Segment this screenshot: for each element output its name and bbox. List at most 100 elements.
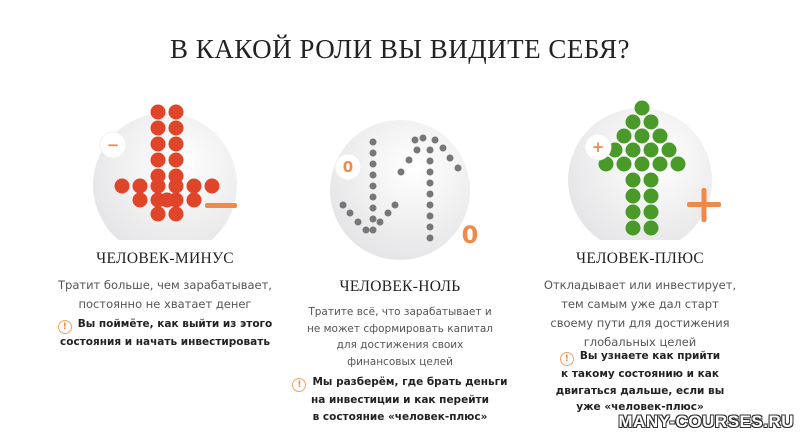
sign-badge	[334, 153, 362, 181]
dot	[625, 220, 641, 236]
note-line: двигаться дальше, если вы	[555, 384, 725, 397]
dot	[114, 178, 130, 194]
dot	[426, 157, 434, 165]
dot	[150, 206, 166, 222]
dot	[339, 201, 347, 209]
dot	[168, 104, 184, 120]
dot	[354, 218, 362, 226]
dot	[397, 168, 405, 176]
plus-sign-v	[701, 188, 707, 222]
desc-line: глобальных целей	[583, 335, 697, 349]
dot	[150, 178, 166, 194]
dot	[168, 120, 184, 136]
dot	[634, 100, 650, 116]
dot	[426, 201, 434, 209]
up-arrow-icon: +	[568, 100, 721, 240]
dot	[369, 215, 377, 223]
dot	[634, 156, 650, 172]
dot	[384, 209, 392, 217]
desc-line: Тратит больше, чем зарабатывает,	[58, 278, 272, 292]
desc-line: для достижения своих	[336, 339, 464, 351]
dot	[426, 168, 434, 176]
dot	[369, 182, 377, 190]
dot	[150, 136, 166, 152]
down-arrow-icon: −	[93, 104, 237, 240]
role-plus: + ЧЕЛОВЕК-ПЛЮС Откладывает или инвестиру…	[515, 90, 765, 420]
info-icon: !	[57, 320, 72, 334]
dot	[411, 136, 419, 144]
dot	[625, 188, 641, 204]
dot	[362, 226, 370, 234]
sign-badge	[99, 131, 127, 159]
dot	[186, 178, 202, 194]
dot	[369, 204, 377, 212]
dot	[159, 192, 175, 208]
role-name: ЧЕЛОВЕК-НОЛЬ	[339, 278, 461, 295]
note-line: Вы узнаете как прийти	[579, 350, 721, 362]
dot	[625, 142, 641, 158]
background-circle	[330, 120, 470, 260]
dot	[405, 156, 413, 164]
minus-sign	[205, 203, 237, 208]
desc-line: финансовых целей	[347, 355, 453, 368]
desc-line: не может сформировать капитал	[306, 322, 494, 335]
info-icon: !	[559, 352, 574, 366]
dot	[625, 172, 641, 188]
dot	[369, 160, 377, 168]
dot	[204, 178, 220, 194]
badge-text: +	[592, 138, 605, 156]
dot	[150, 152, 166, 168]
dot	[369, 138, 377, 146]
role-note: ! Вы поймёте, как выйти из этого состояни…	[40, 316, 290, 351]
dot	[661, 142, 677, 158]
dot	[419, 134, 427, 142]
role-name: ЧЕЛОВЕК-ПЛЮС	[576, 250, 704, 267]
note-line: Мы разберём, где брать деньги	[312, 376, 508, 388]
dot	[625, 114, 641, 130]
dot	[426, 179, 434, 187]
dot	[454, 164, 462, 172]
down-up-arrows-icon: 00	[330, 120, 479, 260]
desc-line: тем самым уже дал старт	[561, 297, 719, 311]
dot	[150, 120, 166, 136]
dot	[643, 204, 659, 220]
dot	[426, 223, 434, 231]
dot	[439, 144, 447, 152]
dot	[369, 193, 377, 201]
badge-text: 0	[343, 158, 353, 176]
dot	[643, 188, 659, 204]
dot	[376, 218, 384, 226]
desc-line: Тратите всё, что зарабатывает и	[308, 306, 492, 318]
note-line: состояния и начать инвестировать	[60, 336, 270, 348]
page-title: В КАКОЙ РОЛИ ВЫ ВИДИТЕ СЕБЯ?	[170, 34, 630, 64]
role-description: Откладывает или инвестирует, тем самым у…	[515, 276, 765, 352]
dot	[168, 206, 184, 222]
dot	[391, 201, 399, 209]
dot	[652, 156, 668, 172]
dot	[186, 192, 202, 208]
dot	[369, 226, 377, 234]
dot	[369, 149, 377, 157]
sign-text: 0	[462, 221, 479, 249]
dot	[426, 234, 434, 242]
dot	[132, 192, 148, 208]
dot	[168, 178, 184, 194]
role-name: ЧЕЛОВЕК-МИНУС	[96, 250, 234, 267]
note-line: в состояние «человек-плюс»	[312, 410, 488, 423]
badge-text: −	[107, 136, 120, 154]
dot	[670, 156, 686, 172]
dot	[168, 152, 184, 168]
role-description: Тратите всё, что зарабатывает и не может…	[275, 304, 525, 370]
note-line: уже «человек-плюс»	[576, 401, 704, 413]
dot	[413, 146, 421, 154]
note-line: на инвестиции и как перейти	[310, 394, 489, 406]
dot	[634, 128, 650, 144]
dot	[446, 154, 454, 162]
sign-badge	[584, 133, 612, 161]
note-line: к такому состоянию и как	[561, 368, 719, 380]
dot	[652, 128, 668, 144]
dot	[431, 136, 439, 144]
desc-line: своему пути для достижения	[550, 316, 730, 330]
dot	[150, 104, 166, 120]
role-note: ! Вы узнаете как прийти к такому состояни…	[515, 348, 765, 416]
